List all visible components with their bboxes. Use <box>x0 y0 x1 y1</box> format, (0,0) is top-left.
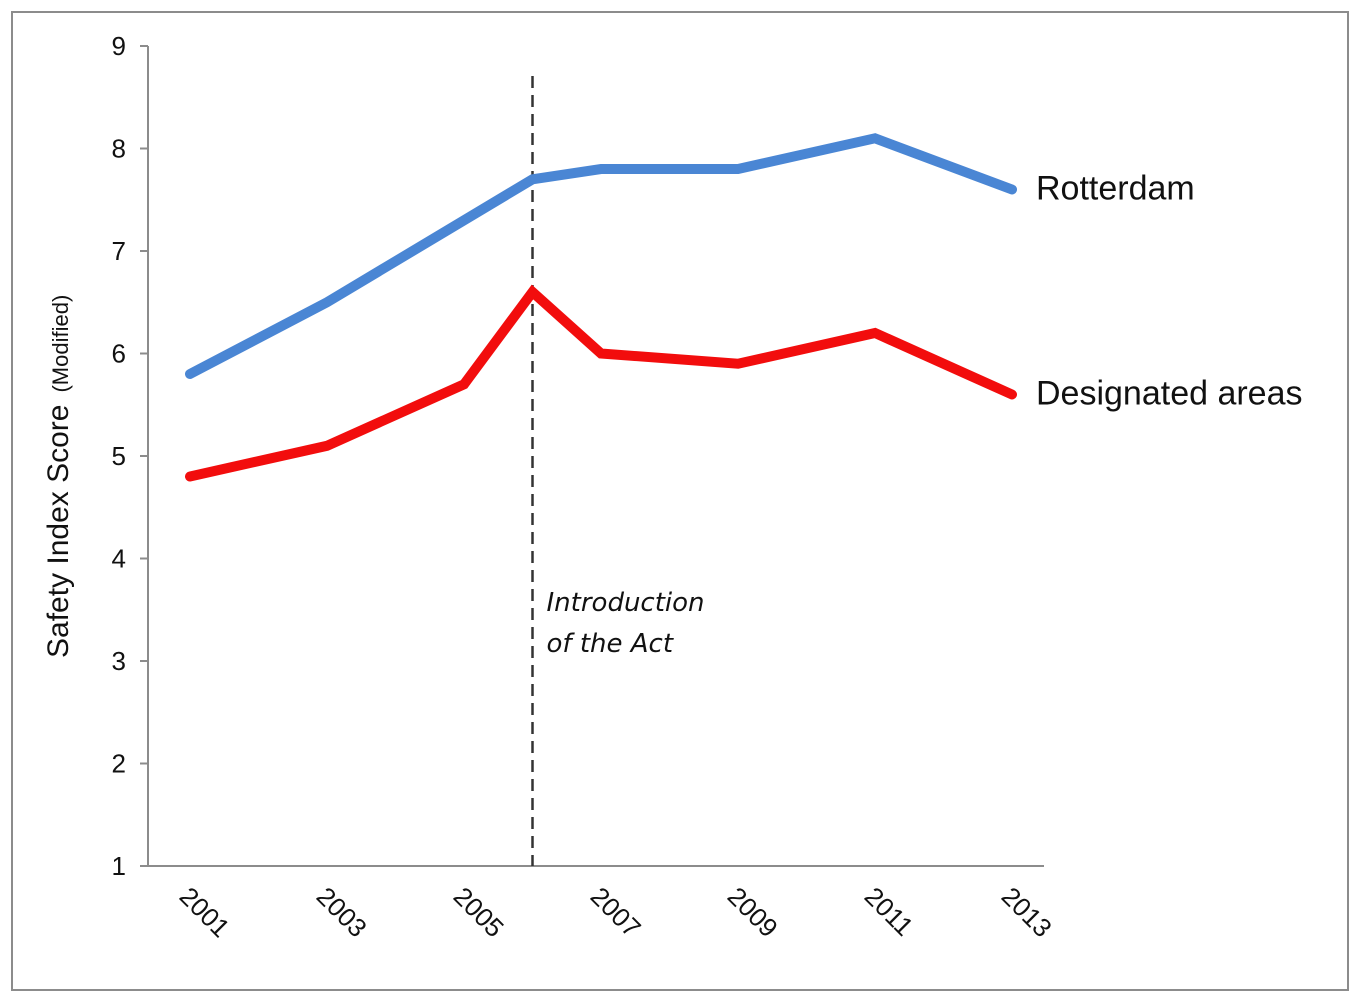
x-tick-label: 2013 <box>996 881 1058 943</box>
y-tick-label: 8 <box>112 134 126 164</box>
x-tick-label: 2001 <box>174 881 236 943</box>
svg-text:Safety Index Score (Modi: Safety Index Score (Modified) <box>42 295 75 658</box>
y-ticks: 1 2 3 4 5 6 7 8 9 <box>112 31 148 881</box>
y-tick-label: 1 <box>112 851 126 881</box>
y-tick-label: 6 <box>112 339 126 369</box>
series-label: Designated areas <box>1036 375 1303 413</box>
y-tick-label: 5 <box>112 441 126 471</box>
x-ticks: 2001 2003 2005 2007 2009 2011 2013 <box>174 881 1058 943</box>
y-tick-label: 3 <box>112 646 126 676</box>
x-tick-label: 2005 <box>448 881 510 943</box>
y-tick-label: 7 <box>112 236 126 266</box>
series-line-rotterdam <box>185 133 1017 379</box>
y-axis-label: Safety Index Score (Modified) <box>42 295 75 658</box>
series-layer: Rotterdam Designated areas <box>185 133 1303 482</box>
annotation-text-line2: of the Act <box>547 629 674 659</box>
y-axis-label-main: Safety Index Score <box>42 405 75 658</box>
y-tick-label: 4 <box>112 544 126 574</box>
x-tick-label: 2003 <box>311 881 373 943</box>
x-tick-label: 2011 <box>859 881 920 942</box>
y-axis-label-note: (Modified) <box>48 295 73 393</box>
series-line-designated-areas <box>185 284 1017 482</box>
annotation-text-line1: Introduction <box>547 588 705 618</box>
x-tick-label: 2007 <box>585 881 647 943</box>
series-label: Rotterdam <box>1036 170 1195 208</box>
chart-frame <box>11 11 1349 991</box>
y-tick-label: 2 <box>112 749 126 779</box>
x-tick-label: 2009 <box>722 881 784 943</box>
annotation-layer: Introduction of the Act <box>531 76 705 866</box>
y-tick-label: 9 <box>112 31 126 61</box>
